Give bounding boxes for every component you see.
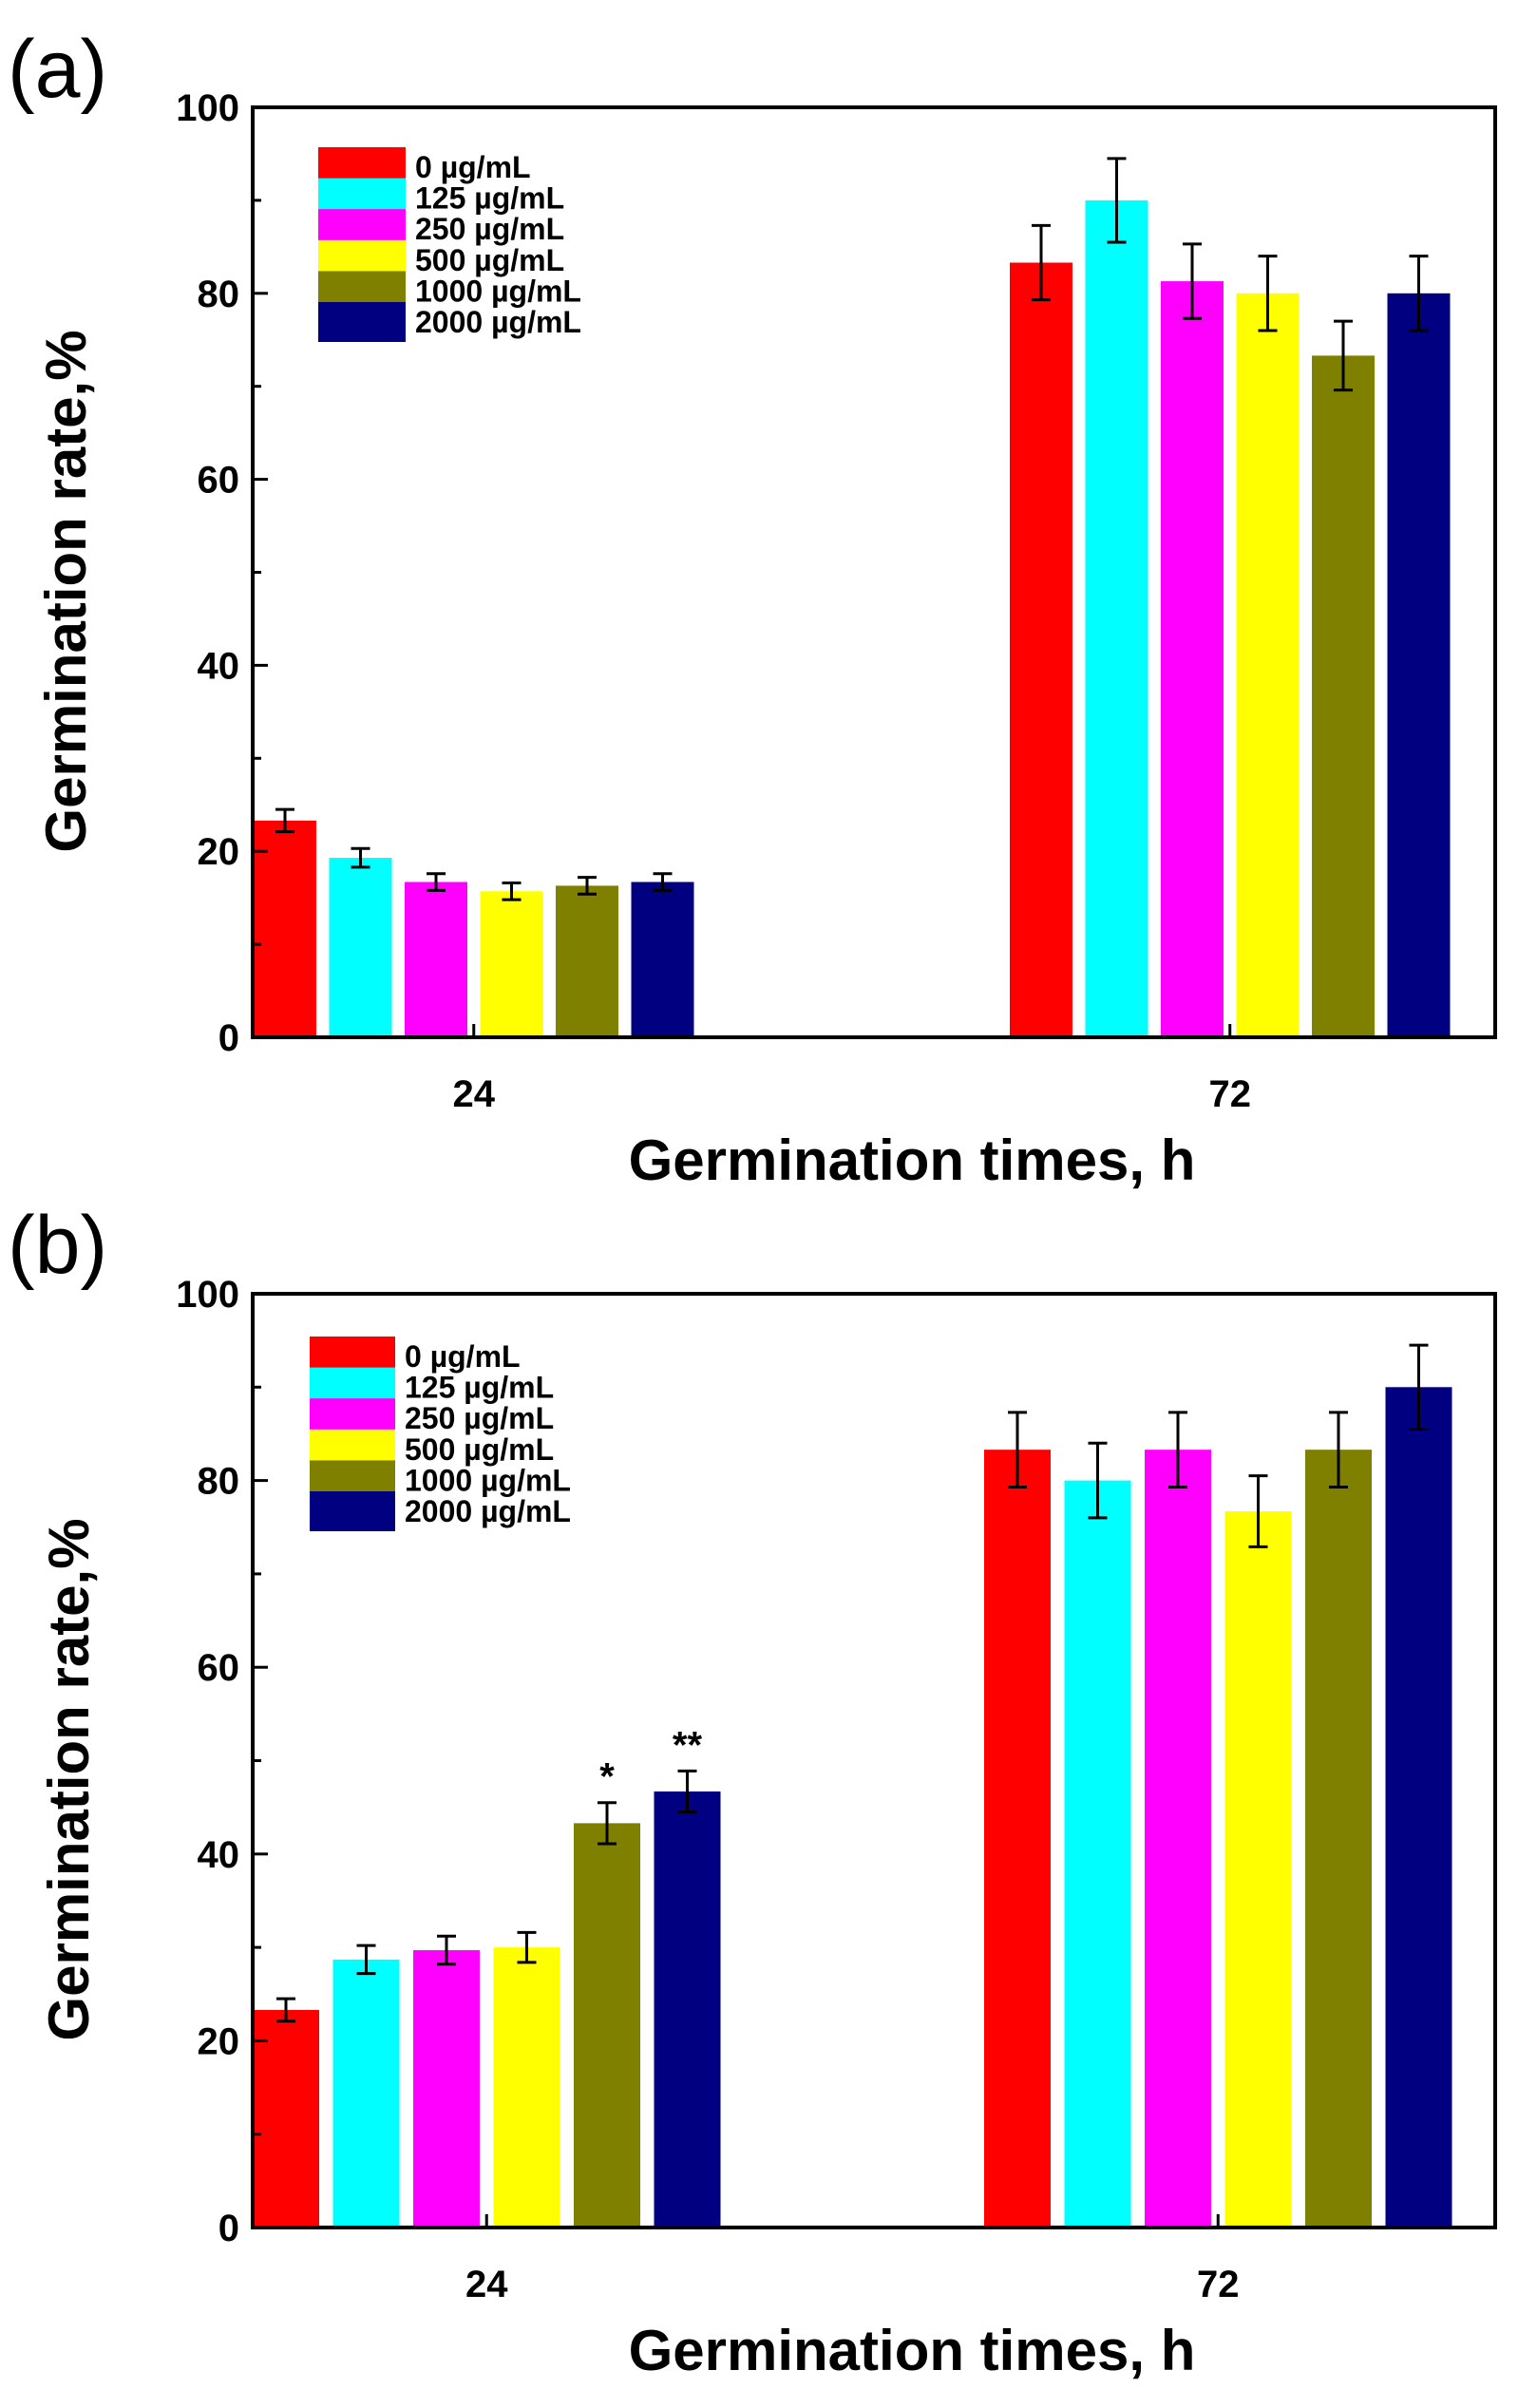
panel-label-a: (a) [8,24,108,115]
bar [480,891,543,1037]
bar [1161,281,1224,1037]
legend-label: 125 µg/mL [405,1371,554,1405]
bar [984,1450,1051,2228]
x-tick-label: 72 [1209,1073,1252,1115]
legend-label: 125 µg/mL [415,181,564,216]
bar [405,882,467,1037]
significance-label: * [599,1756,615,1798]
bar [1385,1387,1452,2228]
bar [1010,262,1072,1037]
bar [1064,1480,1131,2228]
bar [254,820,316,1037]
bar [332,1959,400,2228]
y-tick-label: 60 [198,1647,240,1689]
bar [654,1791,721,2228]
significance-label: ** [673,1724,703,1766]
legend-label: 2000 µg/mL [405,1494,571,1528]
y-tick-label: 60 [198,460,240,502]
legend-label: 500 µg/mL [405,1432,554,1467]
x-tick-label: 24 [453,1073,496,1115]
x-tick-label: 72 [1197,2264,1240,2305]
y-tick-label: 100 [176,1274,239,1316]
y-tick-label: 0 [218,1017,239,1059]
bar [631,882,694,1037]
legend-label: 2000 µg/mL [415,305,581,339]
y-tick-label: 100 [176,87,239,129]
bar [329,858,392,1037]
bar [253,2009,319,2228]
x-tick-label: 24 [465,2264,508,2305]
y-tick-label: 40 [198,645,240,687]
y-tick-label: 0 [218,2208,239,2249]
legend-swatch [310,1491,395,1531]
y-tick-label: 80 [198,1461,240,1503]
bar [1224,1511,1292,2228]
bar [413,1950,480,2228]
y-axis-title: Germination rate,% [34,330,98,852]
legend-label: 500 µg/mL [415,243,564,277]
legend-label: 0 µg/mL [405,1339,521,1374]
legend-label: 1000 µg/mL [405,1463,571,1497]
x-axis-title: Germination times, h [629,2319,1196,2382]
y-axis-title: Germination rate,% [37,1518,101,2040]
y-tick-label: 40 [198,1834,240,1876]
y-tick-label: 80 [198,274,240,315]
bar [1305,1450,1372,2228]
legend-label: 250 µg/mL [415,212,564,246]
bar [1145,1450,1211,2228]
legend-swatch [318,302,406,342]
bar [1236,293,1300,1037]
x-axis-title: Germination times, h [629,1128,1196,1192]
legend-label: 0 µg/mL [415,150,531,184]
bar [1312,355,1375,1037]
bar [493,1947,560,2228]
legend-label: 1000 µg/mL [415,274,581,308]
chart-panel-a: 0 20 40 60 80 100 24 72 Germination times, h Germ… [34,87,1497,1192]
y-tick-label: 20 [198,2020,240,2062]
bar [556,885,618,1037]
panel-label-b: (b) [8,1200,108,1291]
y-tick-label: 20 [198,831,240,873]
bar [1085,199,1148,1037]
bar [1387,293,1451,1037]
legend-label: 250 µg/mL [405,1401,554,1435]
bar [574,1823,640,2228]
